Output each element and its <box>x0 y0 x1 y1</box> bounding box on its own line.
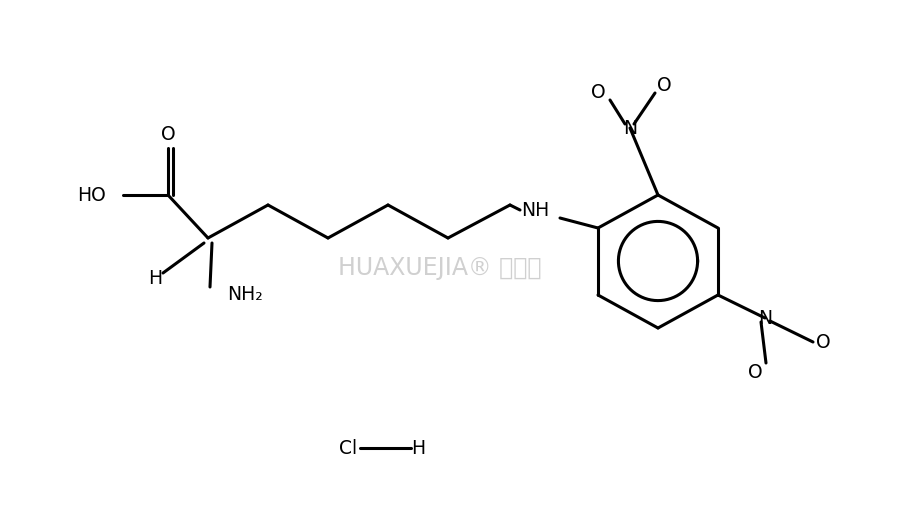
Text: O: O <box>747 363 762 383</box>
Text: O: O <box>591 83 605 101</box>
Text: O: O <box>815 332 830 352</box>
Text: H: H <box>148 268 162 288</box>
Text: NH₂: NH₂ <box>227 285 263 305</box>
Text: HUAXUEJIA® 化学加: HUAXUEJIA® 化学加 <box>338 256 542 280</box>
Text: HO: HO <box>77 186 106 204</box>
Text: NH: NH <box>521 201 549 219</box>
Text: Cl: Cl <box>339 438 357 458</box>
Text: O: O <box>160 124 176 144</box>
Text: N: N <box>758 308 772 328</box>
Text: N: N <box>623 119 637 137</box>
Text: H: H <box>411 438 425 458</box>
Text: O: O <box>657 75 671 95</box>
